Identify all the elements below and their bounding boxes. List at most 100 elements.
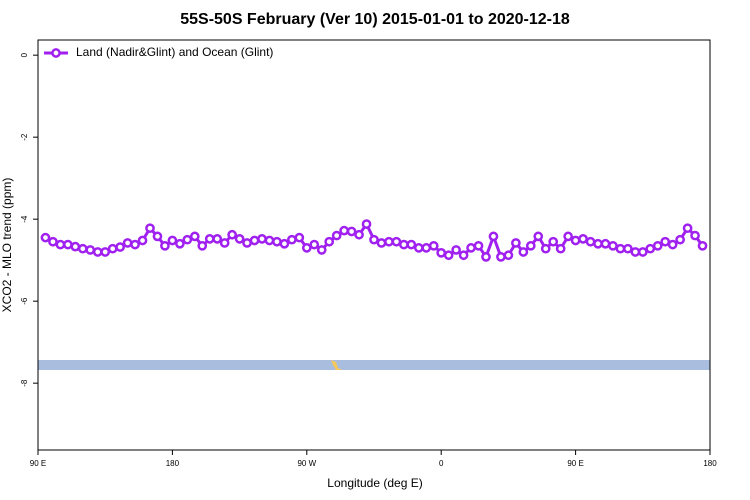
point <box>167 235 178 246</box>
point <box>525 240 536 251</box>
point <box>182 234 193 245</box>
point <box>623 243 633 254</box>
point <box>100 247 111 257</box>
legend-label: Land (Nadir&Glint) and Ocean (Glint) <box>76 45 273 59</box>
point <box>645 243 656 254</box>
x-tick-label: 180 <box>166 459 180 468</box>
point <box>204 234 215 244</box>
point <box>212 234 223 244</box>
point <box>354 229 364 240</box>
x-tick-label: 90 W <box>297 459 316 468</box>
point <box>458 250 469 261</box>
point <box>406 239 417 250</box>
point <box>555 243 566 254</box>
point <box>466 243 476 253</box>
y-tick-label: -2 <box>20 133 29 141</box>
point <box>122 238 133 248</box>
point <box>107 243 118 254</box>
point <box>287 234 297 245</box>
point <box>145 223 155 234</box>
point <box>130 239 140 250</box>
point <box>115 242 125 252</box>
point <box>316 245 327 255</box>
point <box>227 229 237 240</box>
x-tick-label: 90 E <box>567 459 583 468</box>
point <box>219 238 230 248</box>
point <box>496 252 506 262</box>
point <box>518 247 529 257</box>
point <box>540 243 551 254</box>
x-axis-label: Longitude (deg E) <box>327 476 422 490</box>
point <box>675 234 685 245</box>
point <box>361 219 372 229</box>
point <box>369 234 379 245</box>
point <box>443 250 454 261</box>
land-strip <box>38 360 710 370</box>
point <box>578 234 588 244</box>
point <box>331 230 342 241</box>
point <box>608 240 618 251</box>
y-tick-label: -6 <box>20 297 29 305</box>
plot-frame <box>37 39 711 451</box>
point <box>413 243 424 253</box>
point <box>473 240 484 251</box>
point <box>585 236 596 247</box>
point <box>264 235 275 246</box>
x-tick-label: 180 <box>703 459 717 468</box>
point <box>175 238 185 249</box>
point <box>346 226 357 237</box>
point <box>563 231 573 242</box>
y-axis-label: XCO2 - MLO trend (ppm) <box>0 178 14 313</box>
point <box>234 234 245 244</box>
land-patch <box>331 360 342 370</box>
point <box>570 235 581 246</box>
point <box>309 239 320 250</box>
point <box>339 225 349 236</box>
point <box>77 243 88 254</box>
point <box>376 238 387 248</box>
point <box>70 241 81 252</box>
point <box>85 245 96 255</box>
point <box>548 236 559 247</box>
point <box>189 231 200 242</box>
point <box>391 236 402 247</box>
point <box>279 238 290 249</box>
point <box>637 247 648 257</box>
point <box>384 236 394 247</box>
point <box>481 252 491 262</box>
point <box>249 235 260 246</box>
x-tick-label: 90 E <box>30 459 46 468</box>
point <box>615 243 626 254</box>
point <box>503 250 514 261</box>
point <box>92 247 103 257</box>
point <box>301 243 312 253</box>
legend-marker <box>51 48 61 58</box>
point <box>667 239 678 250</box>
point <box>48 236 58 247</box>
point <box>152 231 163 242</box>
point <box>600 238 611 249</box>
point <box>630 247 641 257</box>
point <box>242 238 252 248</box>
point <box>294 232 305 243</box>
point <box>697 240 708 251</box>
point <box>428 240 439 251</box>
y-tick-label: -4 <box>20 215 29 223</box>
point <box>324 236 335 247</box>
point <box>436 247 447 258</box>
point <box>137 235 148 246</box>
point <box>533 231 544 242</box>
y-tick-label: -8 <box>20 379 29 387</box>
point <box>63 239 73 250</box>
point <box>55 239 66 250</box>
chart-title: 55S-50S February (Ver 10) 2015-01-01 to … <box>180 11 570 28</box>
point <box>593 238 603 249</box>
x-tick-label: 0 <box>439 459 444 468</box>
point <box>690 230 700 241</box>
point <box>272 236 282 247</box>
point <box>652 240 663 251</box>
point <box>160 240 170 251</box>
y-tick-label: 0 <box>20 52 29 57</box>
